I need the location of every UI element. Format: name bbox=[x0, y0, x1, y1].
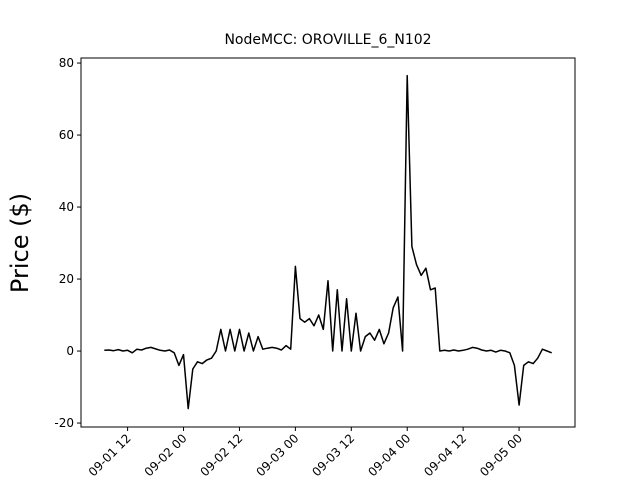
x-tick-label: 09-02 00 bbox=[142, 431, 190, 479]
x-tick-label: 09-02 12 bbox=[198, 431, 246, 479]
x-tick-label: 09-04 12 bbox=[421, 431, 469, 479]
x-tick-label: 09-05 00 bbox=[477, 431, 525, 479]
x-tick-label: 09-03 00 bbox=[253, 431, 301, 479]
y-tick-label: 60 bbox=[59, 128, 74, 142]
price-line bbox=[104, 74, 552, 410]
y-tick-label: 0 bbox=[66, 344, 74, 358]
y-tick-label: 40 bbox=[59, 200, 74, 214]
x-tick-label: 09-04 00 bbox=[365, 431, 413, 479]
y-tick-label: 20 bbox=[59, 272, 74, 286]
plot-frame bbox=[80, 57, 576, 428]
x-tick-label: 09-03 12 bbox=[309, 431, 357, 479]
chart-title: NodeMCC: OROVILLE_6_N102 bbox=[224, 32, 431, 48]
y-tick-label: 80 bbox=[59, 56, 74, 70]
y-axis-label: Price ($) bbox=[6, 193, 34, 293]
x-tick-label: 09-01 12 bbox=[86, 431, 134, 479]
y-tick-label: -20 bbox=[54, 416, 74, 430]
